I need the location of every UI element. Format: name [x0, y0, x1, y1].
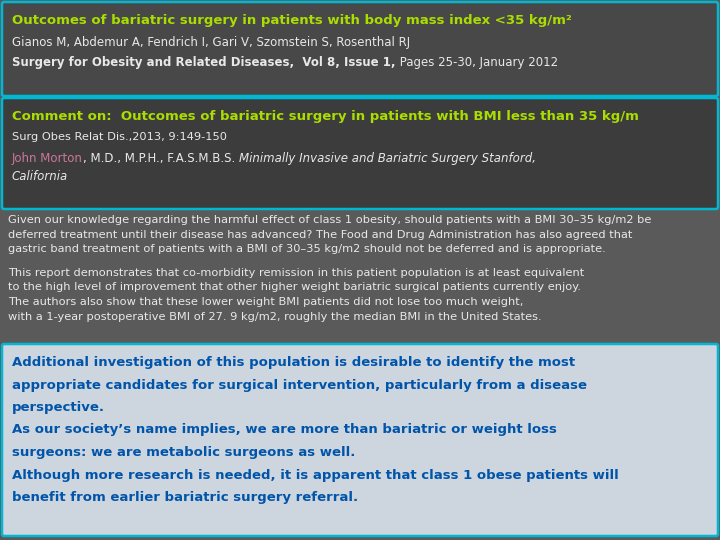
FancyBboxPatch shape	[2, 2, 718, 96]
Text: This report demonstrates that co-morbidity remission in this patient population : This report demonstrates that co-morbidi…	[8, 268, 584, 278]
Text: gastric band treatment of patients with a BMI of 30–35 kg/m2 should not be defer: gastric band treatment of patients with …	[8, 244, 606, 254]
Text: Surgery for Obesity and Related Diseases,  Vol 8, Issue 1,: Surgery for Obesity and Related Diseases…	[12, 56, 395, 69]
Text: , M.D., M.P.H., F.A.S.M.B.S.: , M.D., M.P.H., F.A.S.M.B.S.	[83, 152, 239, 165]
Text: John Morton: John Morton	[12, 152, 83, 165]
Text: Surg Obes Relat Dis.,2013, 9:149-150: Surg Obes Relat Dis.,2013, 9:149-150	[12, 132, 227, 142]
Text: Given our knowledge regarding the harmful effect of class 1 obesity, should pati: Given our knowledge regarding the harmfu…	[8, 215, 652, 225]
Text: appropriate candidates for surgical intervention, particularly from a disease: appropriate candidates for surgical inte…	[12, 379, 587, 392]
Text: surgeons: we are metabolic surgeons as well.: surgeons: we are metabolic surgeons as w…	[12, 446, 356, 459]
FancyBboxPatch shape	[2, 98, 718, 209]
Text: perspective.: perspective.	[12, 401, 105, 414]
Text: Pages 25-30, January 2012: Pages 25-30, January 2012	[395, 56, 557, 69]
Text: Outcomes of bariatric surgery in patients with body mass index <35 kg/m²: Outcomes of bariatric surgery in patient…	[12, 14, 572, 27]
Text: to the high level of improvement that other higher weight bariatric surgical pat: to the high level of improvement that ot…	[8, 282, 581, 293]
Text: Gianos M, Abdemur A, Fendrich I, Gari V, Szomstein S, Rosenthal RJ: Gianos M, Abdemur A, Fendrich I, Gari V,…	[12, 36, 410, 49]
Text: with a 1-year postoperative BMI of 27. 9 kg/m2, roughly the median BMI in the Un: with a 1-year postoperative BMI of 27. 9…	[8, 312, 541, 321]
Text: Minimally Invasive and Bariatric Surgery Stanford,: Minimally Invasive and Bariatric Surgery…	[239, 152, 536, 165]
Text: Although more research is needed, it is apparent that class 1 obese patients wil: Although more research is needed, it is …	[12, 469, 618, 482]
Text: Additional investigation of this population is desirable to identify the most: Additional investigation of this populat…	[12, 356, 575, 369]
Text: California: California	[12, 170, 68, 183]
Text: Comment on:  Outcomes of bariatric surgery in patients with BMI less than 35 kg/: Comment on: Outcomes of bariatric surger…	[12, 110, 639, 123]
Text: As our society’s name implies, we are more than bariatric or weight loss: As our society’s name implies, we are mo…	[12, 423, 557, 436]
FancyBboxPatch shape	[2, 344, 718, 536]
Text: The authors also show that these lower weight BMI patients did not lose too much: The authors also show that these lower w…	[8, 297, 523, 307]
Text: deferred treatment until their disease has advanced? The Food and Drug Administr: deferred treatment until their disease h…	[8, 230, 632, 240]
Text: benefit from earlier bariatric surgery referral.: benefit from earlier bariatric surgery r…	[12, 491, 358, 504]
